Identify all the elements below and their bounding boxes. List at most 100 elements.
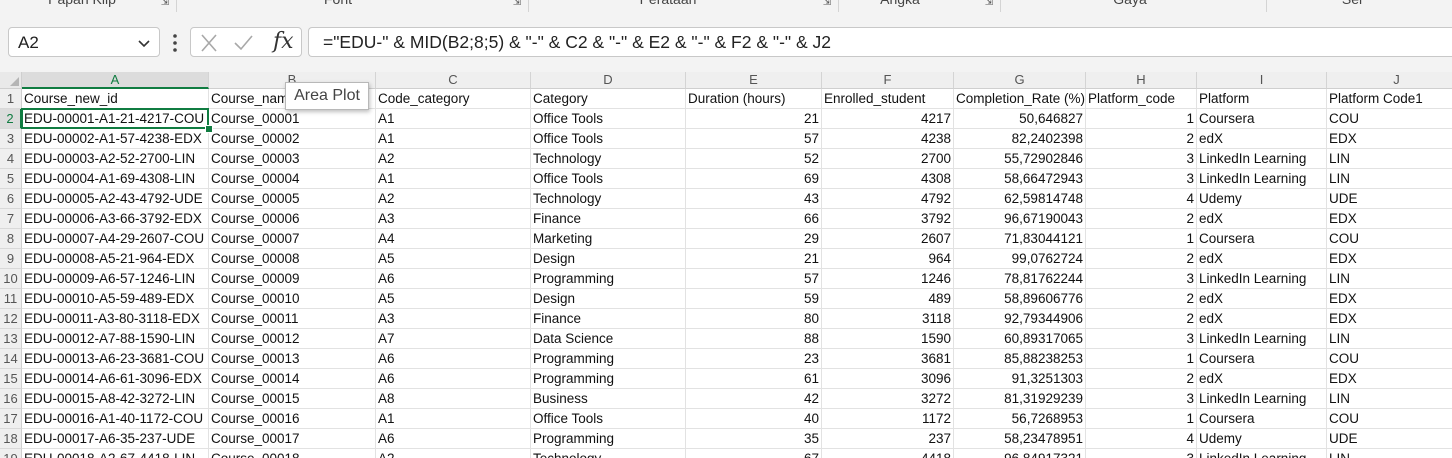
table-cell[interactable]: Course_00005 (209, 189, 376, 209)
formula-input[interactable]: ="EDU-" & MID(B2;8;5) & "-" & C2 & "-" &… (308, 27, 1452, 57)
select-all-button[interactable] (0, 72, 22, 89)
table-cell[interactable]: EDU-00017-A6-35-237-UDE (22, 429, 209, 449)
table-cell[interactable]: Design (531, 289, 686, 309)
row-header-19[interactable]: 19 (0, 449, 22, 458)
table-cell[interactable]: LIN (1327, 269, 1452, 289)
table-cell[interactable]: A1 (376, 169, 531, 189)
table-cell[interactable]: 2 (1086, 209, 1197, 229)
table-cell[interactable]: 1246 (822, 269, 954, 289)
table-cell[interactable]: 58,89606776 (954, 289, 1086, 309)
name-box[interactable]: A2 (8, 27, 160, 57)
table-cell[interactable]: 52 (686, 149, 822, 169)
table-cell[interactable]: 40 (686, 409, 822, 429)
column-header-e[interactable]: E (686, 72, 822, 89)
table-cell[interactable]: 57 (686, 129, 822, 149)
table-cell[interactable]: Business (531, 389, 686, 409)
table-cell[interactable]: 57 (686, 269, 822, 289)
table-cell[interactable]: EDU-00011-A3-80-3118-EDX (22, 309, 209, 329)
table-cell[interactable]: LinkedIn Learning (1197, 269, 1327, 289)
table-cell[interactable]: LIN (1327, 389, 1452, 409)
header-cell[interactable]: Category (531, 89, 686, 109)
column-header-c[interactable]: C (376, 72, 531, 89)
table-cell[interactable]: 60,89317065 (954, 329, 1086, 349)
spreadsheet-grid[interactable]: A B C D E F G H I J 1 Course_new_id Course_name Code_… (0, 72, 1452, 458)
table-cell[interactable]: A5 (376, 249, 531, 269)
table-cell[interactable]: LinkedIn Learning (1197, 329, 1327, 349)
table-cell[interactable]: EDX (1327, 129, 1452, 149)
table-cell[interactable]: UDE (1327, 189, 1452, 209)
table-cell[interactable]: A6 (376, 369, 531, 389)
table-cell[interactable]: 4792 (822, 189, 954, 209)
header-cell[interactable]: Course_new_id (22, 89, 209, 109)
table-cell[interactable]: LinkedIn Learning (1197, 169, 1327, 189)
row-header-12[interactable]: 12 (0, 309, 22, 329)
table-cell[interactable]: 78,81762244 (954, 269, 1086, 289)
table-cell[interactable]: A1 (376, 129, 531, 149)
column-header-j[interactable]: J (1327, 72, 1452, 89)
row-header-5[interactable]: 5 (0, 169, 22, 189)
table-cell[interactable]: EDU-00007-A4-29-2607-COU (22, 229, 209, 249)
table-cell[interactable]: Programming (531, 429, 686, 449)
table-cell[interactable]: Office Tools (531, 169, 686, 189)
enter-check-icon[interactable] (233, 34, 253, 52)
dialog-launcher-icon[interactable]: ⇲ (822, 0, 832, 8)
table-cell[interactable]: 2 (1086, 249, 1197, 269)
table-cell[interactable]: edX (1197, 209, 1327, 229)
table-cell[interactable]: EDU-00005-A2-43-4792-UDE (22, 189, 209, 209)
table-cell[interactable]: A6 (376, 429, 531, 449)
table-cell[interactable]: 21 (686, 249, 822, 269)
table-cell[interactable]: 69 (686, 169, 822, 189)
table-cell[interactable]: Course_00009 (209, 269, 376, 289)
table-cell[interactable]: EDU-00001-A1-21-4217-COU (22, 109, 209, 129)
table-cell[interactable]: 3096 (822, 369, 954, 389)
table-cell[interactable]: A7 (376, 329, 531, 349)
table-cell[interactable]: Office Tools (531, 109, 686, 129)
table-cell[interactable]: 3 (1086, 389, 1197, 409)
table-cell[interactable]: Course_00003 (209, 149, 376, 169)
table-cell[interactable]: 71,83044121 (954, 229, 1086, 249)
row-header-9[interactable]: 9 (0, 249, 22, 269)
header-cell[interactable]: Platform Code1 (1327, 89, 1452, 109)
table-cell[interactable]: 96,84917321 (954, 449, 1086, 458)
table-cell[interactable]: EDU-00003-A2-52-2700-LIN (22, 149, 209, 169)
table-cell[interactable]: Course_00008 (209, 249, 376, 269)
table-cell[interactable]: A1 (376, 409, 531, 429)
table-cell[interactable]: A2 (376, 189, 531, 209)
table-cell[interactable]: 1 (1086, 229, 1197, 249)
table-cell[interactable]: EDX (1327, 209, 1452, 229)
table-cell[interactable]: 23 (686, 349, 822, 369)
table-cell[interactable]: edX (1197, 309, 1327, 329)
table-cell[interactable]: 21 (686, 109, 822, 129)
table-cell[interactable]: 3681 (822, 349, 954, 369)
table-cell[interactable]: 42 (686, 389, 822, 409)
table-cell[interactable]: Coursera (1197, 229, 1327, 249)
table-cell[interactable]: 1172 (822, 409, 954, 429)
column-header-g[interactable]: G (954, 72, 1086, 89)
table-cell[interactable]: EDU-00015-A8-42-3272-LIN (22, 389, 209, 409)
table-cell[interactable]: 81,31929239 (954, 389, 1086, 409)
table-cell[interactable]: A6 (376, 349, 531, 369)
table-cell[interactable]: LIN (1327, 329, 1452, 349)
table-cell[interactable]: EDX (1327, 309, 1452, 329)
table-cell[interactable]: 88 (686, 329, 822, 349)
header-cell[interactable]: Platform_code (1086, 89, 1197, 109)
table-cell[interactable]: COU (1327, 229, 1452, 249)
table-cell[interactable]: LinkedIn Learning (1197, 389, 1327, 409)
table-cell[interactable]: Marketing (531, 229, 686, 249)
row-header-2[interactable]: 2 (0, 109, 22, 129)
table-cell[interactable]: Course_00013 (209, 349, 376, 369)
table-cell[interactable]: Udemy (1197, 429, 1327, 449)
table-cell[interactable]: 4308 (822, 169, 954, 189)
table-cell[interactable]: 82,2402398 (954, 129, 1086, 149)
table-cell[interactable]: Course_00014 (209, 369, 376, 389)
dialog-launcher-icon[interactable]: ⇲ (984, 0, 994, 8)
table-cell[interactable]: A2 (376, 449, 531, 458)
table-cell[interactable]: 35 (686, 429, 822, 449)
table-cell[interactable]: 80 (686, 309, 822, 329)
table-cell[interactable]: Programming (531, 349, 686, 369)
table-cell[interactable]: Programming (531, 369, 686, 389)
table-cell[interactable]: Course_00017 (209, 429, 376, 449)
table-cell[interactable]: Course_00004 (209, 169, 376, 189)
table-cell[interactable]: 2 (1086, 369, 1197, 389)
table-cell[interactable]: 91,3251303 (954, 369, 1086, 389)
